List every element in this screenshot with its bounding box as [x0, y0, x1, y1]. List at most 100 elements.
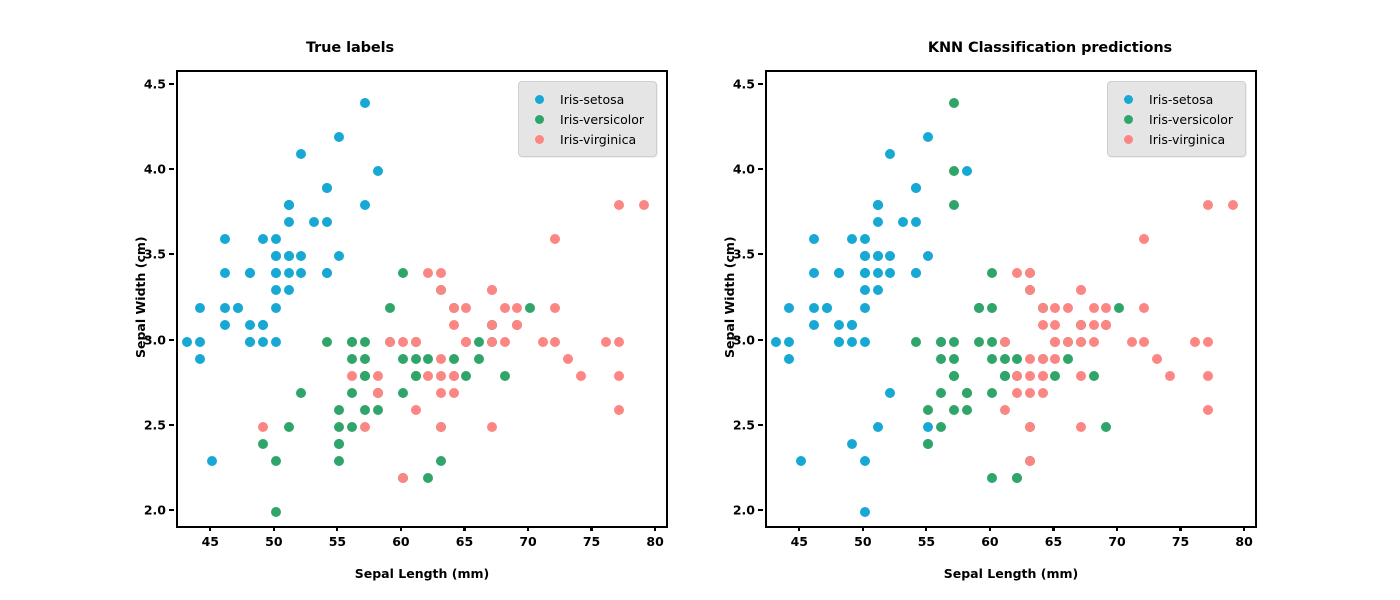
data-point	[948, 336, 959, 347]
y-tick-label: 4.5	[732, 76, 755, 92]
plot-area	[178, 72, 666, 526]
data-point	[1025, 268, 1036, 279]
x-tick-mark	[526, 526, 530, 532]
x-tick-label: 45	[201, 534, 220, 549]
data-point	[885, 387, 896, 398]
data-point	[258, 439, 269, 450]
data-point	[334, 422, 345, 432]
legend-item: Iris-versicolor	[529, 109, 644, 129]
legend-item: Iris-versicolor	[1118, 109, 1233, 129]
data-point	[948, 404, 959, 415]
data-point	[486, 422, 497, 432]
legend-item: Iris-virginica	[529, 129, 644, 149]
x-tick-mark	[1243, 526, 1246, 532]
data-point	[1063, 336, 1074, 347]
data-point	[486, 319, 497, 330]
data-point	[1202, 336, 1213, 347]
subplot-true-labels: True labels Iris-setosa Iris-versicolor Ir…	[133, 40, 668, 581]
data-point	[948, 165, 959, 176]
x-tick-mark	[654, 526, 657, 532]
data-point	[999, 336, 1010, 347]
axes-frame: Iris-setosa Iris-versicolor Iris-virginica	[765, 70, 1257, 528]
data-point	[859, 336, 870, 347]
data-point	[499, 302, 510, 313]
data-point	[961, 165, 972, 176]
data-point	[397, 268, 408, 279]
data-point	[1202, 370, 1213, 381]
legend-label: Iris-virginica	[560, 131, 637, 147]
data-point	[423, 353, 434, 364]
data-point	[923, 404, 934, 415]
data-point	[359, 353, 370, 364]
data-point	[885, 268, 896, 279]
legend-label: Iris-setosa	[560, 91, 625, 107]
data-point	[245, 319, 256, 330]
data-point	[1101, 302, 1112, 313]
data-point	[1114, 302, 1125, 313]
data-point	[1075, 285, 1086, 296]
data-point	[436, 353, 447, 364]
data-point	[897, 217, 908, 228]
data-point	[436, 370, 447, 381]
data-point	[948, 353, 959, 364]
x-tick-mark	[861, 526, 864, 532]
data-point	[372, 387, 383, 398]
data-point	[448, 370, 459, 381]
y-tick-mark	[168, 338, 174, 341]
data-point	[321, 183, 332, 194]
x-tick-label: 80	[1235, 534, 1253, 549]
data-point	[910, 183, 921, 194]
data-point	[410, 404, 421, 415]
data-point	[1050, 319, 1061, 330]
data-point	[1101, 319, 1112, 330]
legend-marker-icon	[1124, 114, 1134, 124]
data-point	[809, 268, 820, 279]
data-point	[232, 302, 243, 313]
data-point	[974, 302, 985, 313]
data-point	[872, 422, 883, 432]
data-point	[245, 336, 256, 347]
data-point	[1037, 302, 1048, 313]
data-point	[436, 456, 447, 467]
data-point	[207, 456, 218, 467]
data-point	[999, 370, 1010, 381]
data-point	[809, 234, 820, 245]
data-point	[961, 404, 972, 415]
data-point	[423, 473, 434, 484]
data-point	[1228, 200, 1239, 211]
data-point	[1025, 422, 1036, 432]
x-tick-label: 50	[265, 534, 283, 549]
data-point	[563, 353, 574, 364]
data-point	[783, 336, 794, 347]
y-tick-mark	[168, 253, 174, 256]
y-tick-label: 2.5	[143, 417, 166, 433]
data-point	[283, 217, 294, 228]
y-tick-mark	[168, 423, 174, 427]
data-point	[550, 336, 561, 347]
data-point	[859, 456, 870, 467]
data-point	[359, 97, 370, 108]
x-axis-label: Sepal Length (mm)	[943, 566, 1079, 581]
y-tick-label: 3.5	[143, 246, 166, 262]
data-point	[296, 387, 307, 398]
data-point	[770, 336, 781, 347]
data-point	[872, 200, 883, 211]
data-point	[1050, 370, 1061, 381]
legend-label: Iris-virginica	[1149, 131, 1226, 147]
data-point	[270, 456, 281, 467]
y-tick-mark	[168, 509, 174, 512]
data-point	[448, 353, 459, 364]
data-point	[948, 370, 959, 381]
data-point	[859, 285, 870, 296]
data-point	[181, 336, 192, 347]
legend-marker-icon	[535, 134, 545, 144]
legend-item: Iris-virginica	[1118, 129, 1233, 149]
data-point	[258, 422, 269, 432]
data-point	[1025, 353, 1036, 364]
x-tick-mark	[1179, 526, 1182, 532]
data-point	[334, 251, 345, 262]
data-point	[194, 336, 205, 347]
y-tick-mark	[168, 167, 174, 171]
x-tick-label: 65	[1044, 534, 1063, 549]
